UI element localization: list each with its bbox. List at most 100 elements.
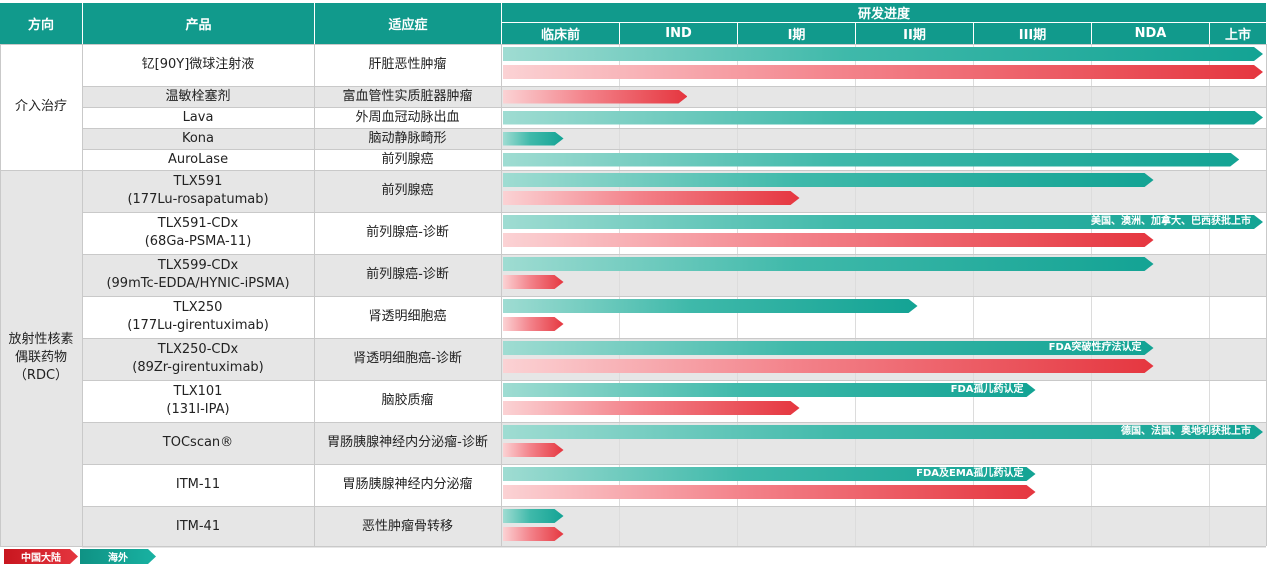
- stage-divider: [1209, 44, 1210, 546]
- product-name: 钇[90Y]微球注射液: [141, 57, 255, 72]
- header-stage: III期: [974, 23, 1091, 44]
- grid-vline: [1266, 44, 1267, 546]
- bar-note: FDA孤儿药认定: [950, 384, 1024, 395]
- grid-hline: [82, 506, 1266, 507]
- product-name: ITM-11: [175, 477, 221, 492]
- indication: 脑胶质瘤: [381, 393, 434, 408]
- stage-divider: [1091, 44, 1092, 546]
- grid-hline: [0, 546, 1266, 547]
- bar-china: [503, 485, 1036, 499]
- indication: 富血管性实质脏器肿瘤: [342, 88, 473, 104]
- header-stage: 上市: [1210, 23, 1266, 44]
- grid-hline: [82, 212, 1266, 213]
- grid-hline: [82, 464, 1266, 465]
- legend-label: 海外: [108, 553, 128, 564]
- bar-china: [503, 65, 1263, 79]
- bar-overseas: [503, 215, 1263, 229]
- indication: 恶性肿瘤骨转移: [361, 519, 453, 534]
- grid-hline: [82, 86, 1266, 87]
- header-stage: 临床前: [502, 23, 619, 44]
- bar-china: [503, 90, 687, 104]
- indication: 前列腺癌: [381, 151, 434, 167]
- group-label-rdc: 放射性核素 偶联药物 （RDC）: [8, 332, 74, 383]
- legend-label: 中国大陆: [21, 553, 61, 564]
- grid-hline: [82, 422, 1266, 423]
- grid-hline: [82, 338, 1266, 339]
- bar-note: FDA突破性疗法认定: [1048, 342, 1142, 353]
- indication: 前列腺癌-诊断: [366, 267, 449, 282]
- legend-china: 中国大陆: [4, 549, 78, 564]
- product-name: AuroLase: [167, 151, 229, 167]
- product-name: TLX250-CDx (89Zr-girentuximab): [132, 342, 264, 375]
- bar-china: [503, 233, 1154, 247]
- bar-overseas: [503, 47, 1263, 61]
- bar-overseas: [503, 173, 1154, 187]
- indication: 脑动静脉畸形: [368, 130, 447, 146]
- product-name: ITM-41: [175, 519, 221, 534]
- grid-hline: [82, 296, 1266, 297]
- header-stage: I期: [738, 23, 855, 44]
- header-product: 产品: [83, 3, 314, 44]
- stage-divider: [619, 44, 620, 546]
- bar-overseas: [503, 111, 1263, 125]
- stage-divider: [855, 44, 856, 546]
- grid-hline: [0, 44, 1266, 45]
- bar-note: 德国、法国、奥地利获批上市: [1121, 426, 1251, 437]
- header-indication: 适应症: [315, 3, 501, 44]
- bar-china: [503, 359, 1154, 373]
- bar-china: [503, 191, 800, 205]
- grid-hline: [82, 149, 1266, 150]
- header-stage: II期: [856, 23, 973, 44]
- stage-divider: [737, 44, 738, 546]
- product-name: Lava: [182, 109, 214, 125]
- bar-overseas: [503, 467, 1036, 481]
- grid-vline: [0, 44, 1, 546]
- bar-china: [503, 317, 564, 331]
- indication: 肾透明细胞癌-诊断: [353, 351, 462, 366]
- header-direction: 方向: [0, 3, 82, 44]
- stage-divider: [973, 44, 974, 546]
- bar-china: [503, 401, 800, 415]
- header-stage: IND: [620, 23, 737, 44]
- bar-overseas: [503, 509, 564, 523]
- bar-overseas: [503, 299, 918, 313]
- group-label-interventional: 介入治疗: [14, 99, 67, 114]
- bar-overseas: [503, 383, 1036, 397]
- bar-note: 美国、澳洲、加拿大、巴西获批上市: [1091, 216, 1251, 227]
- bar-overseas: [503, 341, 1154, 355]
- indication: 肝脏恶性肿瘤: [368, 57, 447, 72]
- bar-note: FDA及EMA孤儿药认定: [916, 468, 1024, 479]
- indication: 外周血冠动脉出血: [355, 109, 460, 125]
- product-name: TLX599-CDx (99mTc-EDDA/HYNIC-iPSMA): [106, 258, 290, 291]
- grid-hline: [82, 107, 1266, 108]
- indication: 前列腺癌: [381, 183, 434, 198]
- bar-china: [503, 443, 564, 457]
- bar-overseas: [503, 132, 564, 146]
- header-stage: NDA: [1092, 23, 1209, 44]
- product-name: TLX250 (177Lu-girentuximab): [127, 300, 269, 333]
- group-shade: [0, 170, 82, 546]
- product-name: 温敏栓塞剂: [165, 88, 231, 104]
- product-name: TLX591 (177Lu-rosapatumab): [127, 174, 269, 207]
- bar-overseas: [503, 425, 1263, 439]
- bar-china: [503, 527, 564, 541]
- header-progress-title: 研发进度: [502, 3, 1266, 22]
- indication: 肾透明细胞癌: [368, 309, 447, 324]
- product-name: Kona: [181, 130, 215, 146]
- legend-overseas: 海外: [80, 549, 156, 564]
- grid-vline: [314, 44, 315, 546]
- indication: 前列腺癌-诊断: [366, 225, 449, 240]
- grid-hline: [82, 380, 1266, 381]
- product-name: TLX101 (131I-IPA): [166, 384, 230, 417]
- bar-overseas: [503, 257, 1154, 271]
- bar-china: [503, 275, 564, 289]
- grid-hline: [82, 254, 1266, 255]
- grid-vline: [501, 44, 502, 546]
- grid-hline: [0, 170, 1266, 171]
- row-shade: [82, 128, 1266, 149]
- product-name: TOCscan®: [162, 435, 234, 450]
- bar-overseas: [503, 153, 1239, 167]
- grid-vline: [82, 44, 83, 546]
- row-shade: [82, 506, 1266, 548]
